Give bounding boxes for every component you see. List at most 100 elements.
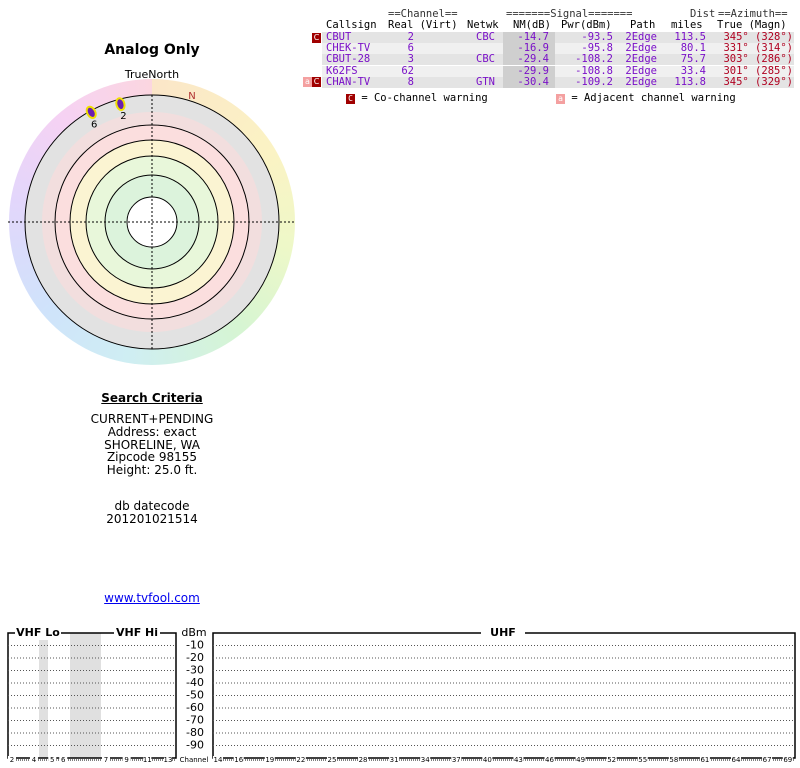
y-tick-label: -10	[186, 639, 204, 652]
channel-label: 16	[234, 756, 243, 764]
channel-label-bg	[59, 756, 68, 764]
co-box: C	[346, 94, 355, 104]
table-cell: 301° (285°)	[723, 64, 793, 77]
channel-label: 11	[143, 756, 152, 764]
column-header: Pwr(dBm)	[561, 19, 612, 31]
channel-label: 64	[732, 756, 741, 764]
y-tick-label: -70	[186, 714, 204, 727]
channel-label-bg	[29, 756, 38, 764]
column-header: Real (Virt)	[388, 19, 458, 31]
table-cell: -108.2	[575, 53, 613, 66]
table-cell: 331° (314°)	[723, 42, 793, 55]
datecode: 201201021514	[106, 512, 198, 526]
channel-label: 55	[638, 756, 647, 764]
channel-label-bg	[420, 756, 431, 764]
table-cell: 2Edge	[625, 75, 657, 88]
station-label: 2	[120, 111, 126, 122]
magnetic-north: N	[188, 91, 195, 102]
table-cell: 113.5	[674, 31, 706, 43]
channel-label: 13	[164, 756, 173, 764]
channel-label: 58	[669, 756, 678, 764]
channel-label: 14	[214, 756, 223, 764]
station-marker	[115, 97, 126, 111]
channel-label: 25	[327, 756, 336, 764]
warning-flag: C	[312, 77, 321, 88]
channel-label-bg	[575, 756, 586, 764]
table-cell: -93.5	[581, 31, 613, 43]
y-tick-label: -30	[186, 664, 204, 677]
y-tick-label: -20	[186, 651, 204, 664]
channel-label: 31	[390, 756, 399, 764]
station-marker	[85, 105, 97, 119]
row-background	[322, 65, 794, 77]
channel-label-bg	[389, 756, 400, 764]
channel-label: 5	[50, 756, 54, 764]
y-tick-label: -90	[186, 739, 204, 752]
table-cell: 2Edge	[625, 64, 657, 77]
channel-label-bg	[544, 756, 555, 764]
group-header: =======Signal=======	[506, 8, 633, 20]
column-header: miles	[671, 19, 703, 31]
table-cell: 2Edge	[625, 31, 657, 43]
channel-label: 22	[296, 756, 305, 764]
table-cell: CBC	[476, 31, 495, 43]
table-cell: -14.7	[517, 31, 549, 43]
channel-label: 4	[32, 756, 37, 764]
table-cell: CHEK-TV	[326, 42, 371, 55]
channel-label: 6	[61, 756, 66, 764]
channel-label: 69	[783, 756, 792, 764]
band-gap	[39, 633, 48, 758]
table-cell: CBC	[476, 53, 495, 66]
legend-co: C = Co-channel warning	[346, 93, 488, 104]
channel-label-bg	[762, 756, 773, 764]
channel-label-bg	[699, 756, 710, 764]
channel-label: 28	[359, 756, 368, 764]
warning-flag: C	[312, 32, 321, 43]
station-label: 6	[91, 119, 97, 130]
table-cell: 2Edge	[625, 42, 657, 55]
band-label: VHF Hi	[116, 626, 158, 639]
table-cell: CBUT-28	[326, 53, 371, 66]
table-cell: 303° (286°)	[723, 53, 793, 66]
channel-label-bg	[482, 756, 493, 764]
table-cell: CHAN-TV	[326, 75, 371, 88]
column-header: Path	[630, 19, 656, 31]
search-title: Search Criteria	[101, 391, 203, 405]
datecode-label: db datecode	[114, 499, 190, 513]
group-header: ==Azimuth==	[718, 8, 788, 20]
table-cell: 62	[401, 64, 414, 77]
channel-label-bg	[143, 756, 152, 764]
table-cell: 33.4	[680, 64, 706, 77]
channel-label-bg	[326, 756, 337, 764]
y-tick-label: -40	[186, 676, 204, 689]
column-header: NM(dB)	[513, 19, 551, 31]
y-tick-label: -50	[186, 689, 204, 702]
spectrum-chart: -10-20-30-40-50-60-70-80-90 VHF Lo VHF Hi U…	[7, 626, 796, 764]
row-background	[322, 43, 794, 55]
table-cell: 345° (328°)	[723, 31, 793, 43]
link[interactable]: www.tvfool.com	[104, 591, 200, 605]
adj-box: a	[556, 94, 565, 104]
nm-background	[503, 65, 555, 77]
north-label: TrueNorth	[124, 68, 180, 81]
search-line: CURRENT+PENDING	[90, 412, 214, 426]
nm-background	[503, 43, 555, 55]
nm-background	[503, 76, 555, 88]
group-header: Dist	[690, 8, 716, 20]
channel-label-bg	[233, 756, 244, 764]
search-line: SHORELINE, WA	[104, 437, 200, 452]
warning-flag: a	[303, 77, 312, 88]
y-tick-label: -60	[186, 701, 204, 714]
channel-label: 37	[452, 756, 461, 764]
band-label-bg	[481, 626, 525, 640]
band-label-bg	[114, 626, 160, 640]
table-cell: 2	[407, 31, 414, 43]
channel-label-bg	[8, 756, 16, 764]
unit-label: dBm	[181, 626, 206, 639]
channel-label: 2	[10, 756, 14, 764]
channel-label: 67	[763, 756, 772, 764]
table-cell: 345° (329°)	[723, 75, 793, 88]
channel-label-bg	[102, 756, 110, 764]
column-header: True (Magn)	[717, 19, 787, 31]
